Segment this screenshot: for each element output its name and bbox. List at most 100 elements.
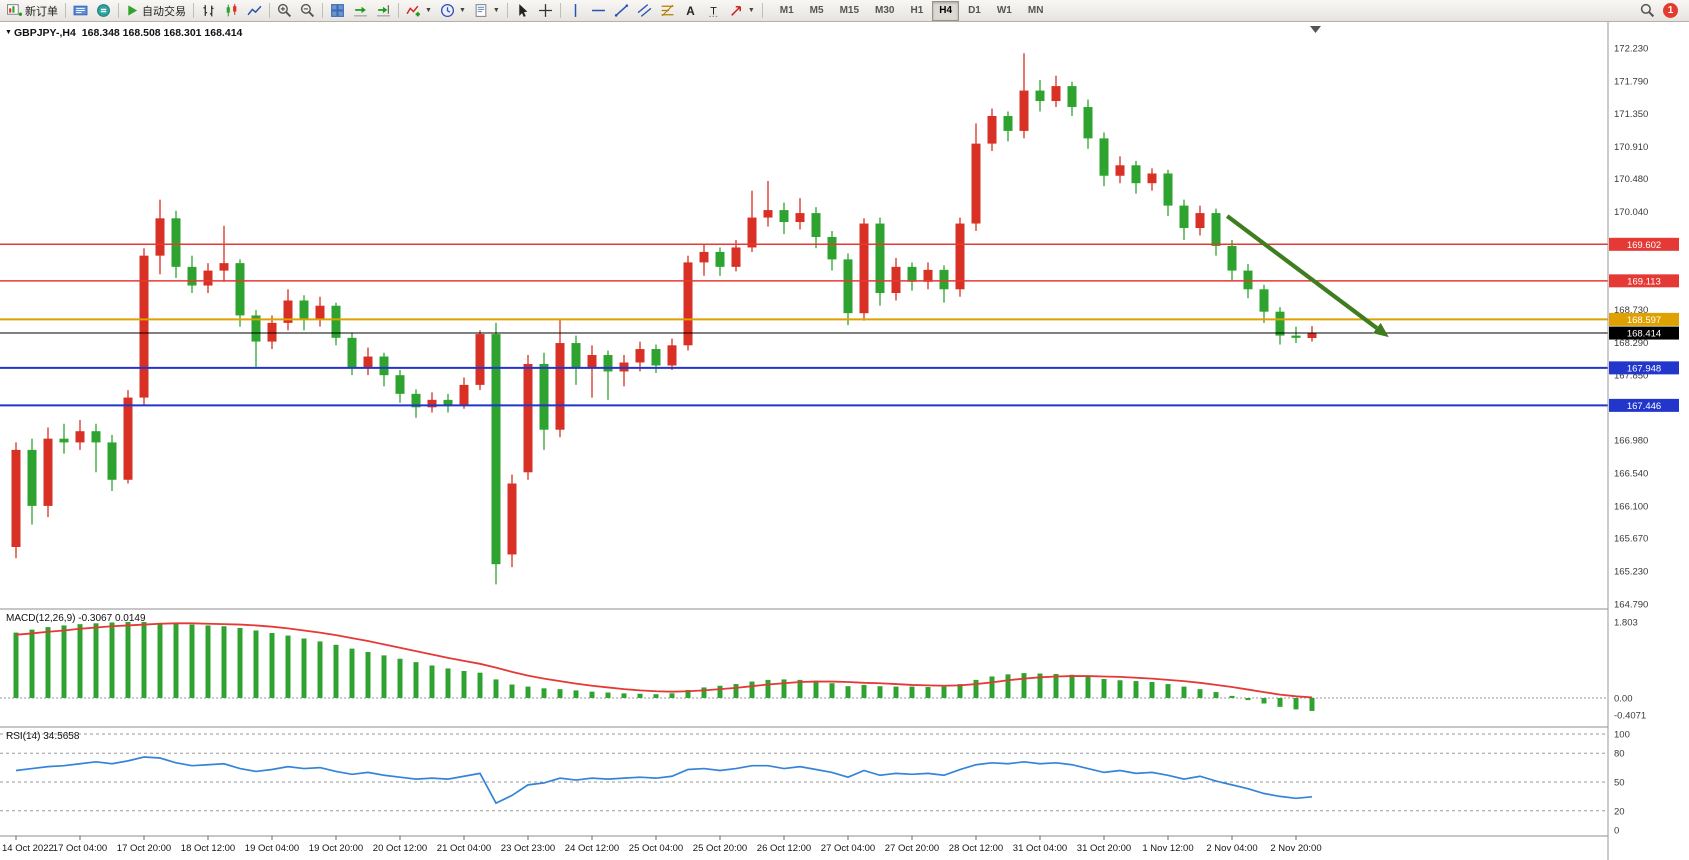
tile-windows-button[interactable] bbox=[326, 1, 349, 21]
chart-shift-button[interactable] bbox=[372, 1, 395, 21]
search-button[interactable] bbox=[1636, 1, 1659, 21]
trend-arrow[interactable] bbox=[1225, 214, 1389, 338]
price-badge-167.948 bbox=[1609, 361, 1679, 375]
price-badge-168.414 bbox=[1609, 326, 1679, 340]
candle-body bbox=[1291, 335, 1301, 338]
timeframe-w1-button[interactable]: W1 bbox=[996, 5, 1012, 16]
svg-text:169.602: 169.602 bbox=[1627, 240, 1661, 251]
svg-text:166.100: 166.100 bbox=[1614, 501, 1648, 512]
svg-text:27 Oct 04:00: 27 Oct 04:00 bbox=[821, 843, 875, 854]
new-order-label: 新订单 bbox=[25, 5, 58, 18]
timeframe-m1-button[interactable]: M1 bbox=[779, 5, 794, 16]
ohlc-values: 168.348 168.508 168.301 168.414 bbox=[81, 27, 243, 39]
candle-body bbox=[491, 334, 501, 565]
timeframe-h1-button[interactable]: H1 bbox=[910, 5, 924, 16]
svg-text:167.850: 167.850 bbox=[1614, 371, 1648, 382]
svg-text:25 Oct 20:00: 25 Oct 20:00 bbox=[693, 843, 747, 854]
timeframe-h4-button[interactable]: H4 bbox=[932, 0, 960, 21]
zoom-out-button[interactable] bbox=[296, 1, 319, 21]
svg-text:168.730: 168.730 bbox=[1614, 305, 1648, 316]
indicators-button[interactable]: ▼ bbox=[402, 1, 436, 21]
time-axis[interactable]: 14 Oct 2022 17 Oct 04:00 17 Oct 20:00 18 Oc… bbox=[2, 836, 1322, 854]
svg-text:165.230: 165.230 bbox=[1614, 566, 1648, 577]
macd-signal-line bbox=[15, 622, 1313, 699]
svg-text:18 Oct 12:00: 18 Oct 12:00 bbox=[181, 843, 235, 854]
svg-text:2 Nov 04:00: 2 Nov 04:00 bbox=[1206, 843, 1257, 854]
fibonacci-icon bbox=[661, 4, 674, 17]
fibonacci-button[interactable] bbox=[656, 1, 679, 21]
candle-body bbox=[683, 262, 693, 346]
cursor-button[interactable] bbox=[511, 1, 534, 21]
vertical-line-button[interactable] bbox=[564, 1, 587, 21]
candle-body bbox=[987, 115, 997, 144]
dropdown-caret-icon: ▼ bbox=[458, 7, 466, 14]
profiles-icon bbox=[73, 5, 88, 16]
timeframe-m30-button[interactable]: M30 bbox=[875, 5, 895, 16]
macd-label: MACD(12,26,9) -0.3067 0.0149 bbox=[6, 613, 146, 624]
zoom-in-button[interactable] bbox=[273, 1, 296, 21]
vertical-line-icon bbox=[574, 4, 577, 17]
text-button[interactable]: A bbox=[679, 1, 702, 21]
candle-body bbox=[603, 355, 613, 372]
timeframe-m5-button[interactable]: M5 bbox=[809, 5, 824, 16]
candle-body bbox=[827, 236, 837, 260]
candle-body bbox=[795, 213, 805, 223]
svg-text:169.113: 169.113 bbox=[1627, 276, 1661, 287]
arrows-icon bbox=[730, 6, 741, 16]
dropdown-caret-icon: ▼ bbox=[492, 7, 500, 14]
indicators-icon bbox=[406, 5, 420, 17]
templates-icon bbox=[475, 4, 487, 17]
clock-icon bbox=[440, 3, 454, 18]
arrows-button[interactable]: ▼ bbox=[725, 1, 759, 21]
candle-body bbox=[1195, 213, 1205, 229]
candle-body bbox=[299, 300, 309, 320]
candle-body bbox=[123, 397, 133, 480]
channel-button[interactable] bbox=[633, 1, 656, 21]
crosshair-button[interactable] bbox=[534, 1, 557, 21]
candle-body bbox=[203, 270, 213, 286]
label-icon: T bbox=[709, 5, 718, 17]
trendline-button[interactable] bbox=[610, 1, 633, 21]
candle-body bbox=[1211, 213, 1221, 246]
macd-histogram bbox=[13, 622, 1315, 711]
trendline-icon bbox=[614, 4, 628, 17]
svg-text:1 Nov 12:00: 1 Nov 12:00 bbox=[1142, 843, 1193, 854]
candlestick-chart-icon bbox=[226, 4, 237, 17]
price-axis[interactable]: 172.230 171.790 171.350 170.910 170.480 170.0… bbox=[1607, 22, 1689, 860]
svg-text:19 Oct 20:00: 19 Oct 20:00 bbox=[309, 843, 363, 854]
timeframe-d1-button[interactable]: D1 bbox=[968, 5, 981, 16]
chart-shift-marker[interactable] bbox=[1310, 26, 1321, 33]
candle-body bbox=[1227, 245, 1237, 271]
svg-text:170.910: 170.910 bbox=[1614, 142, 1648, 153]
candlestick-chart-button[interactable] bbox=[220, 1, 243, 21]
candle-body bbox=[267, 322, 277, 342]
timeframe-mn-button[interactable]: MN bbox=[1027, 5, 1044, 16]
svg-text:0: 0 bbox=[1614, 826, 1619, 837]
new-order-button[interactable]: 新订单 bbox=[3, 1, 62, 21]
line-chart-button[interactable] bbox=[243, 1, 266, 21]
templates-button[interactable]: ▼ bbox=[470, 1, 504, 21]
zoom-in-icon bbox=[277, 3, 292, 18]
notification-badge[interactable]: 1 bbox=[1663, 3, 1678, 18]
crosshair-icon bbox=[538, 4, 552, 17]
profiles-button[interactable] bbox=[69, 1, 92, 21]
svg-text:26 Oct 12:00: 26 Oct 12:00 bbox=[757, 843, 811, 854]
autotrade-button[interactable]: 自动交易 bbox=[122, 1, 190, 21]
candle-body bbox=[1003, 115, 1013, 131]
symbol-marker-icon: ▼ bbox=[5, 29, 12, 36]
price-badge-169.113 bbox=[1609, 274, 1679, 288]
candle-body bbox=[1051, 86, 1061, 102]
candle-body bbox=[251, 315, 261, 342]
alerts-button[interactable] bbox=[92, 1, 115, 21]
auto-scroll-button[interactable] bbox=[349, 1, 372, 21]
chart-background[interactable] bbox=[0, 22, 1689, 860]
svg-text:A: A bbox=[686, 5, 695, 18]
svg-text:14 Oct 2022: 14 Oct 2022 bbox=[2, 843, 54, 854]
timeframe-m15-button[interactable]: M15 bbox=[839, 5, 860, 16]
horizontal-line-button[interactable] bbox=[587, 1, 610, 21]
timeframes-menu-button[interactable]: ▼ bbox=[436, 1, 470, 21]
bar-chart-button[interactable] bbox=[197, 1, 220, 21]
label-button[interactable]: T bbox=[702, 1, 725, 21]
